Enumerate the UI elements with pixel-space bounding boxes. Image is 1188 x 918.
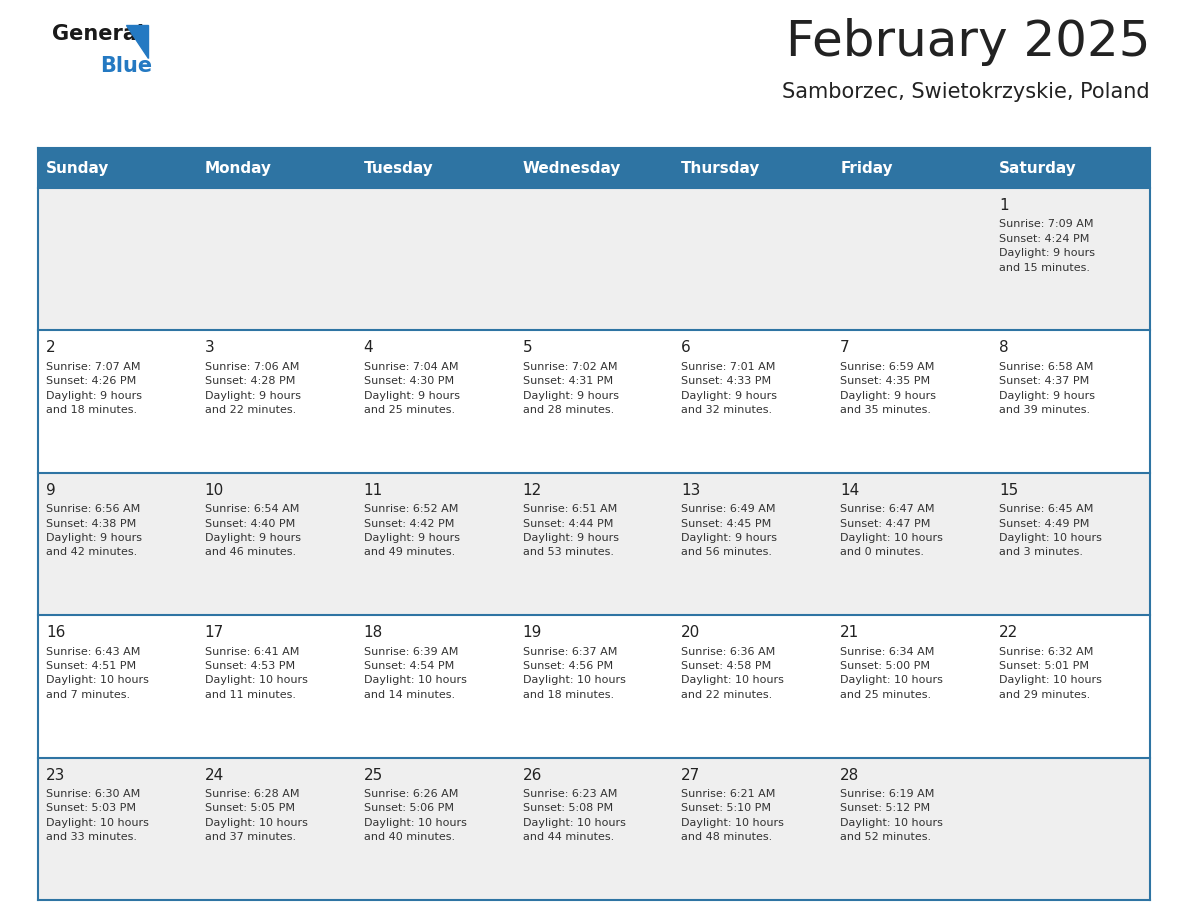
Text: Sunrise: 6:34 AM
Sunset: 5:00 PM
Daylight: 10 hours
and 25 minutes.: Sunrise: 6:34 AM Sunset: 5:00 PM Dayligh… — [840, 646, 943, 700]
Text: Blue: Blue — [100, 56, 152, 76]
Text: 19: 19 — [523, 625, 542, 640]
Text: Sunrise: 6:28 AM
Sunset: 5:05 PM
Daylight: 10 hours
and 37 minutes.: Sunrise: 6:28 AM Sunset: 5:05 PM Dayligh… — [204, 789, 308, 842]
Text: 5: 5 — [523, 341, 532, 355]
Text: 11: 11 — [364, 483, 383, 498]
Text: Sunrise: 6:59 AM
Sunset: 4:35 PM
Daylight: 9 hours
and 35 minutes.: Sunrise: 6:59 AM Sunset: 4:35 PM Dayligh… — [840, 362, 936, 415]
Text: 25: 25 — [364, 767, 383, 782]
Text: Sunrise: 6:49 AM
Sunset: 4:45 PM
Daylight: 9 hours
and 56 minutes.: Sunrise: 6:49 AM Sunset: 4:45 PM Dayligh… — [682, 504, 777, 557]
Text: 4: 4 — [364, 341, 373, 355]
Text: Sunrise: 7:04 AM
Sunset: 4:30 PM
Daylight: 9 hours
and 25 minutes.: Sunrise: 7:04 AM Sunset: 4:30 PM Dayligh… — [364, 362, 460, 415]
Text: Samborzec, Swietokrzyskie, Poland: Samborzec, Swietokrzyskie, Poland — [783, 82, 1150, 102]
Text: 9: 9 — [46, 483, 56, 498]
Text: 16: 16 — [46, 625, 65, 640]
Polygon shape — [126, 25, 148, 58]
Text: Sunrise: 6:45 AM
Sunset: 4:49 PM
Daylight: 10 hours
and 3 minutes.: Sunrise: 6:45 AM Sunset: 4:49 PM Dayligh… — [999, 504, 1102, 557]
Text: 1: 1 — [999, 198, 1009, 213]
Text: Sunrise: 6:43 AM
Sunset: 4:51 PM
Daylight: 10 hours
and 7 minutes.: Sunrise: 6:43 AM Sunset: 4:51 PM Dayligh… — [46, 646, 148, 700]
Text: 8: 8 — [999, 341, 1009, 355]
Text: General: General — [52, 24, 144, 44]
Text: Sunrise: 6:39 AM
Sunset: 4:54 PM
Daylight: 10 hours
and 14 minutes.: Sunrise: 6:39 AM Sunset: 4:54 PM Dayligh… — [364, 646, 467, 700]
Text: Sunrise: 6:30 AM
Sunset: 5:03 PM
Daylight: 10 hours
and 33 minutes.: Sunrise: 6:30 AM Sunset: 5:03 PM Dayligh… — [46, 789, 148, 842]
Text: Wednesday: Wednesday — [523, 161, 621, 175]
Text: Friday: Friday — [840, 161, 893, 175]
Text: Sunrise: 7:09 AM
Sunset: 4:24 PM
Daylight: 9 hours
and 15 minutes.: Sunrise: 7:09 AM Sunset: 4:24 PM Dayligh… — [999, 219, 1095, 273]
FancyBboxPatch shape — [38, 473, 1150, 615]
FancyBboxPatch shape — [38, 330, 1150, 473]
Text: 18: 18 — [364, 625, 383, 640]
Text: Sunrise: 7:07 AM
Sunset: 4:26 PM
Daylight: 9 hours
and 18 minutes.: Sunrise: 7:07 AM Sunset: 4:26 PM Dayligh… — [46, 362, 141, 415]
Text: 26: 26 — [523, 767, 542, 782]
Text: Sunrise: 6:51 AM
Sunset: 4:44 PM
Daylight: 9 hours
and 53 minutes.: Sunrise: 6:51 AM Sunset: 4:44 PM Dayligh… — [523, 504, 619, 557]
Text: 3: 3 — [204, 341, 215, 355]
Text: 14: 14 — [840, 483, 859, 498]
FancyBboxPatch shape — [38, 148, 1150, 188]
Text: 6: 6 — [682, 341, 691, 355]
FancyBboxPatch shape — [38, 615, 1150, 757]
Text: Sunrise: 6:56 AM
Sunset: 4:38 PM
Daylight: 9 hours
and 42 minutes.: Sunrise: 6:56 AM Sunset: 4:38 PM Dayligh… — [46, 504, 141, 557]
Text: February 2025: February 2025 — [785, 18, 1150, 66]
Text: 20: 20 — [682, 625, 701, 640]
Text: 27: 27 — [682, 767, 701, 782]
FancyBboxPatch shape — [38, 757, 1150, 900]
Text: Sunrise: 6:19 AM
Sunset: 5:12 PM
Daylight: 10 hours
and 52 minutes.: Sunrise: 6:19 AM Sunset: 5:12 PM Dayligh… — [840, 789, 943, 842]
Text: 28: 28 — [840, 767, 859, 782]
Text: 2: 2 — [46, 341, 56, 355]
Text: 10: 10 — [204, 483, 225, 498]
Text: Sunrise: 6:23 AM
Sunset: 5:08 PM
Daylight: 10 hours
and 44 minutes.: Sunrise: 6:23 AM Sunset: 5:08 PM Dayligh… — [523, 789, 625, 842]
Text: Saturday: Saturday — [999, 161, 1076, 175]
Text: 15: 15 — [999, 483, 1018, 498]
Text: Sunrise: 6:26 AM
Sunset: 5:06 PM
Daylight: 10 hours
and 40 minutes.: Sunrise: 6:26 AM Sunset: 5:06 PM Dayligh… — [364, 789, 467, 842]
Text: 17: 17 — [204, 625, 225, 640]
Text: Tuesday: Tuesday — [364, 161, 434, 175]
FancyBboxPatch shape — [38, 188, 1150, 330]
Text: Sunrise: 6:37 AM
Sunset: 4:56 PM
Daylight: 10 hours
and 18 minutes.: Sunrise: 6:37 AM Sunset: 4:56 PM Dayligh… — [523, 646, 625, 700]
Text: Thursday: Thursday — [682, 161, 760, 175]
Text: Sunrise: 6:52 AM
Sunset: 4:42 PM
Daylight: 9 hours
and 49 minutes.: Sunrise: 6:52 AM Sunset: 4:42 PM Dayligh… — [364, 504, 460, 557]
Text: 13: 13 — [682, 483, 701, 498]
Text: 24: 24 — [204, 767, 225, 782]
Text: Sunrise: 7:06 AM
Sunset: 4:28 PM
Daylight: 9 hours
and 22 minutes.: Sunrise: 7:06 AM Sunset: 4:28 PM Dayligh… — [204, 362, 301, 415]
Text: 23: 23 — [46, 767, 65, 782]
Text: Sunday: Sunday — [46, 161, 109, 175]
Text: 7: 7 — [840, 341, 849, 355]
Text: Sunrise: 7:01 AM
Sunset: 4:33 PM
Daylight: 9 hours
and 32 minutes.: Sunrise: 7:01 AM Sunset: 4:33 PM Dayligh… — [682, 362, 777, 415]
Text: Sunrise: 6:21 AM
Sunset: 5:10 PM
Daylight: 10 hours
and 48 minutes.: Sunrise: 6:21 AM Sunset: 5:10 PM Dayligh… — [682, 789, 784, 842]
Text: Sunrise: 6:54 AM
Sunset: 4:40 PM
Daylight: 9 hours
and 46 minutes.: Sunrise: 6:54 AM Sunset: 4:40 PM Dayligh… — [204, 504, 301, 557]
Text: 21: 21 — [840, 625, 859, 640]
Text: Sunrise: 6:58 AM
Sunset: 4:37 PM
Daylight: 9 hours
and 39 minutes.: Sunrise: 6:58 AM Sunset: 4:37 PM Dayligh… — [999, 362, 1095, 415]
Text: 12: 12 — [523, 483, 542, 498]
Text: Monday: Monday — [204, 161, 272, 175]
Text: Sunrise: 6:36 AM
Sunset: 4:58 PM
Daylight: 10 hours
and 22 minutes.: Sunrise: 6:36 AM Sunset: 4:58 PM Dayligh… — [682, 646, 784, 700]
Text: Sunrise: 7:02 AM
Sunset: 4:31 PM
Daylight: 9 hours
and 28 minutes.: Sunrise: 7:02 AM Sunset: 4:31 PM Dayligh… — [523, 362, 619, 415]
Text: Sunrise: 6:32 AM
Sunset: 5:01 PM
Daylight: 10 hours
and 29 minutes.: Sunrise: 6:32 AM Sunset: 5:01 PM Dayligh… — [999, 646, 1102, 700]
Text: Sunrise: 6:41 AM
Sunset: 4:53 PM
Daylight: 10 hours
and 11 minutes.: Sunrise: 6:41 AM Sunset: 4:53 PM Dayligh… — [204, 646, 308, 700]
Text: 22: 22 — [999, 625, 1018, 640]
Text: Sunrise: 6:47 AM
Sunset: 4:47 PM
Daylight: 10 hours
and 0 minutes.: Sunrise: 6:47 AM Sunset: 4:47 PM Dayligh… — [840, 504, 943, 557]
